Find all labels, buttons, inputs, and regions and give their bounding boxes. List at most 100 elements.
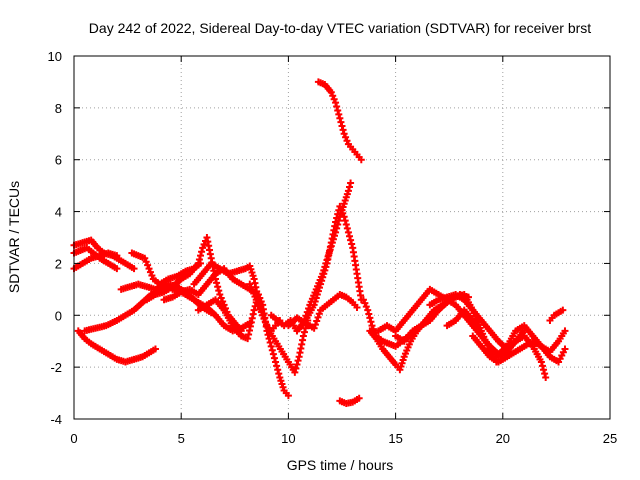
series-pass-4 [74,327,159,366]
data-point [196,252,204,260]
data-point [322,263,330,271]
data-point [213,279,221,287]
data-point [367,318,375,326]
data-point [148,272,156,280]
series-pass-16 [314,78,365,164]
series-pass-21 [392,291,500,366]
data-point [113,265,121,273]
data-point [313,317,321,325]
x-tick-label: 25 [603,431,617,446]
data-point [130,265,138,273]
series-pass-15 [293,202,365,335]
data-point [340,213,348,221]
data-point [292,364,300,372]
series-pass-24 [469,327,569,366]
data-point [344,228,352,236]
data-point [294,357,302,365]
x-tick-label: 0 [70,431,77,446]
data-point [299,332,307,340]
data-point [145,265,153,273]
data-point [343,224,351,232]
data-point [320,270,328,278]
data-point [215,287,223,295]
data-point [310,324,318,332]
data-point [151,345,159,353]
data-marks [70,78,569,407]
data-point [343,137,351,145]
y-tick-labels: -4 -2 0 2 4 6 8 10 [48,49,62,427]
data-point [273,362,281,370]
data-point [275,370,283,378]
data-point [353,304,361,312]
data-point [346,183,354,191]
data-point [284,392,292,400]
data-point [338,122,346,130]
data-point [291,368,299,376]
data-point [342,221,350,229]
series-pass-3 [70,249,121,273]
data-point [214,283,222,291]
series-pass-11 [194,291,292,400]
data-point [355,394,363,402]
data-point [250,306,258,314]
data-point [366,314,374,322]
data-point [335,110,343,118]
data-point [313,291,321,299]
data-point [339,126,347,134]
y-tick-label: 0 [55,308,62,323]
data-point [540,366,548,374]
data-point [267,342,275,350]
x-tick-label: 10 [281,431,295,446]
data-point [312,294,320,302]
data-point [332,218,340,226]
axis-ticks [73,55,611,420]
x-axis-label: GPS time / hours [287,457,394,473]
data-point [274,366,282,374]
chart-title: Day 242 of 2022, Sidereal Day-to-day VTE… [89,20,591,36]
data-point [561,327,569,335]
data-point [269,350,277,358]
data-point [362,303,370,311]
data-point [146,268,154,276]
data-point [342,133,350,141]
data-point [538,362,546,370]
y-axis-label: SDTVAR / TECUs [6,181,22,293]
series-pass-25 [546,306,567,324]
x-tick-labels: 0 5 10 15 20 25 [70,431,617,446]
x-tick-label: 20 [496,431,510,446]
data-point [194,259,202,267]
data-point [541,370,549,378]
data-point [364,306,372,314]
data-point [333,214,341,222]
data-point [346,232,354,240]
data-point [315,310,323,318]
data-point [319,273,327,281]
data-point [357,156,365,164]
data-point [340,130,348,138]
data-point [330,95,338,103]
y-tick-label: -4 [50,412,62,427]
data-point [318,277,326,285]
data-point [537,358,545,366]
data-point [561,345,569,353]
data-point [317,280,325,288]
data-point [199,244,207,252]
data-point [365,310,373,318]
data-point [361,299,369,307]
y-tick-label: 4 [55,205,62,220]
data-point [314,287,322,295]
y-tick-label: 2 [55,256,62,271]
data-point [300,328,308,336]
data-point [266,339,274,347]
data-point [347,236,355,244]
data-point [195,256,203,264]
data-point [311,297,319,305]
data-point [336,114,344,122]
data-point [559,306,567,314]
data-point [348,240,356,248]
data-point [113,252,121,260]
data-point [311,321,319,329]
data-point [310,301,318,309]
series-pass-12 [246,280,312,376]
